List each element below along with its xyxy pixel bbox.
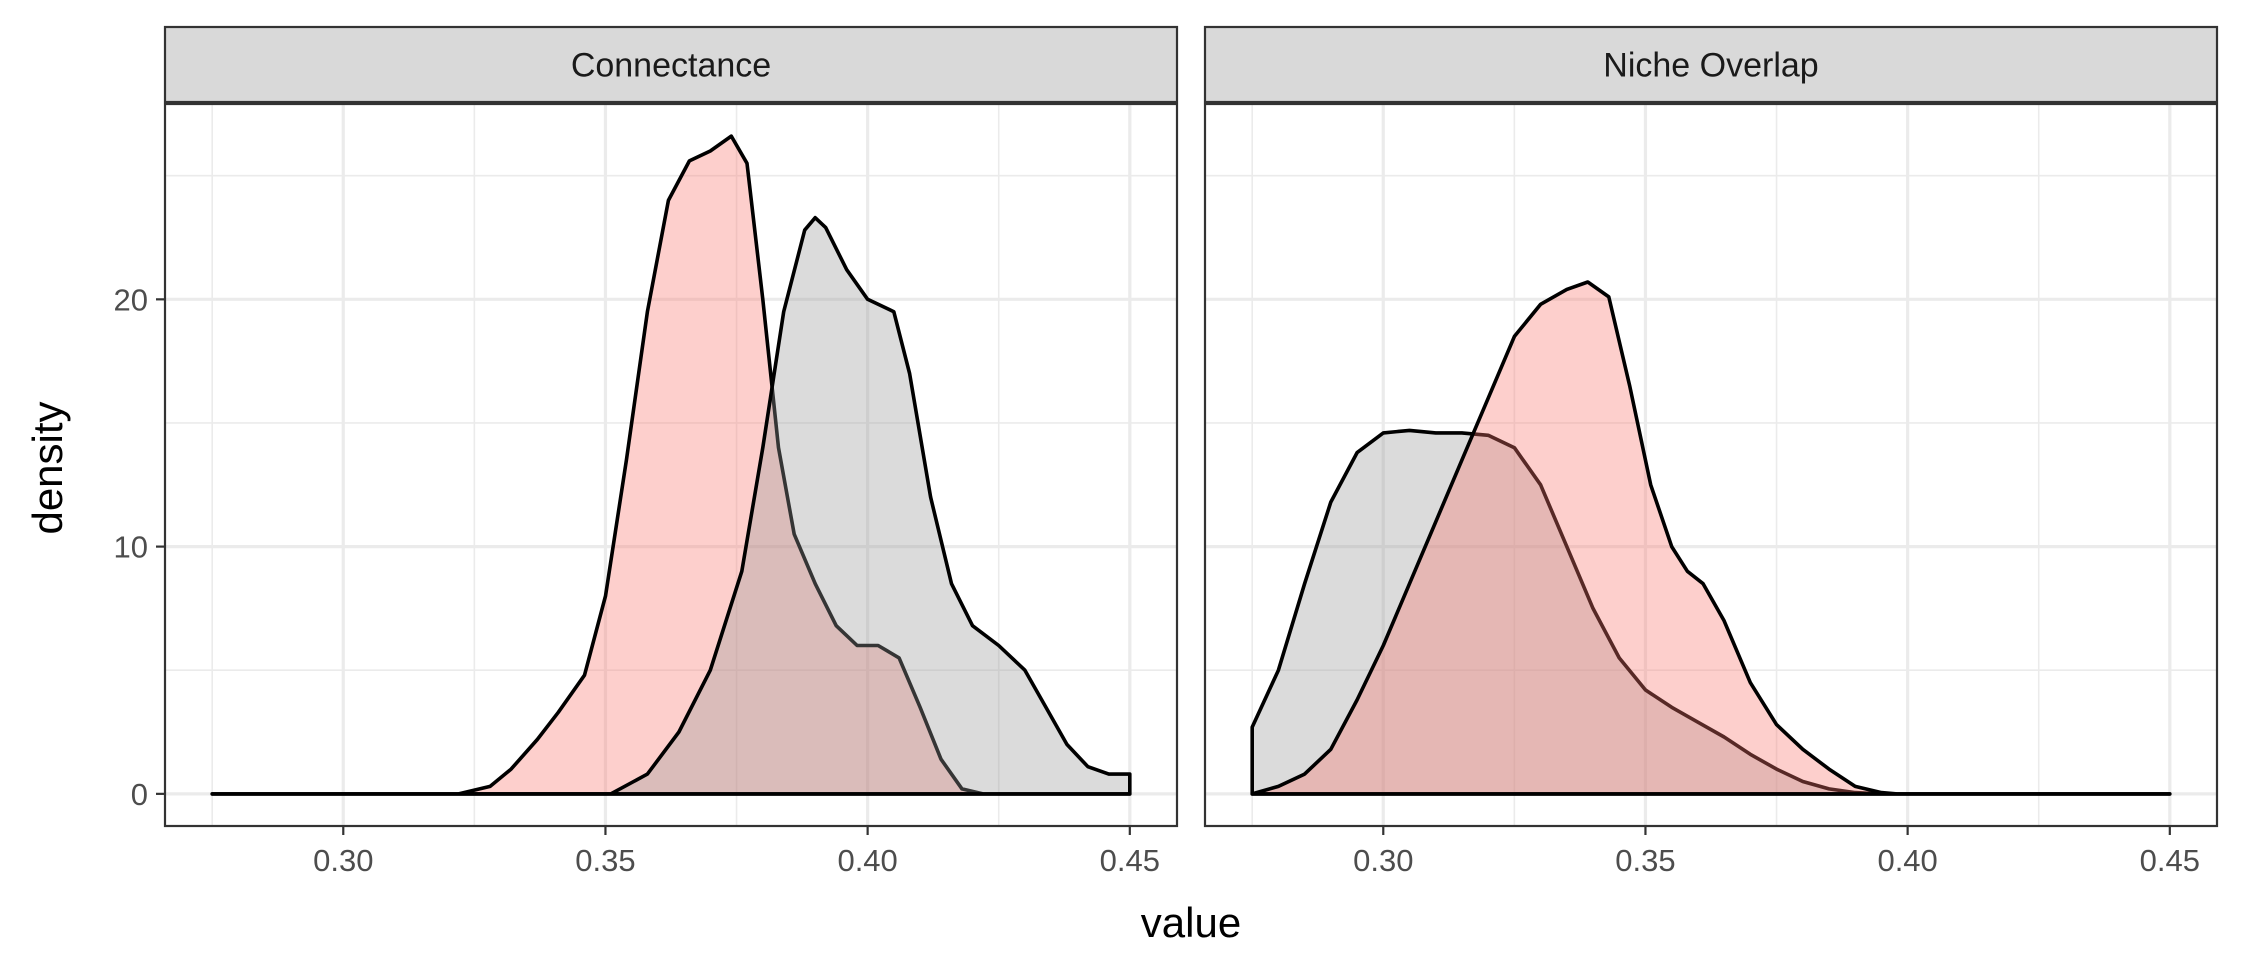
x-tick-label: 0.45 (1100, 843, 1160, 878)
y-tick-label: 20 (114, 282, 148, 317)
density-area-gray (210, 215, 1132, 796)
density-area-gray (1250, 428, 2172, 796)
y-axis: 0 10 20 (114, 282, 165, 812)
panel-background (1205, 104, 2217, 826)
facet-strip-label: Niche Overlap (1603, 47, 1818, 85)
panel-border (163, 102, 1179, 828)
facet-strip (163, 25, 1179, 104)
x-tick-label: 0.45 (2140, 843, 2200, 878)
x-axis-title: value (1141, 899, 1241, 946)
facet-strip-label: Connectance (571, 47, 771, 85)
facet-strip (1203, 25, 2219, 104)
x-tick-label: 0.30 (1353, 843, 1413, 878)
panel-niche-overlap: Niche Overlap 0.30 0.35 0.40 0.45 (1203, 25, 2219, 878)
panel-connectance: Connectance 0.30 0.35 0.40 0.45 (163, 25, 1179, 878)
density-area-pink (210, 134, 1132, 796)
y-axis-title: density (24, 401, 71, 534)
panel-border (1203, 102, 2219, 828)
x-tick-label: 0.35 (1615, 843, 1675, 878)
panel-background (165, 104, 1177, 826)
density-area-pink (1250, 280, 2172, 796)
x-tick-label: 0.40 (1877, 843, 1937, 878)
x-tick-label: 0.35 (575, 843, 635, 878)
x-tick-label: 0.30 (313, 843, 373, 878)
x-tick-label: 0.40 (837, 843, 897, 878)
y-tick-label: 10 (114, 530, 148, 565)
y-tick-label: 0 (131, 777, 148, 812)
